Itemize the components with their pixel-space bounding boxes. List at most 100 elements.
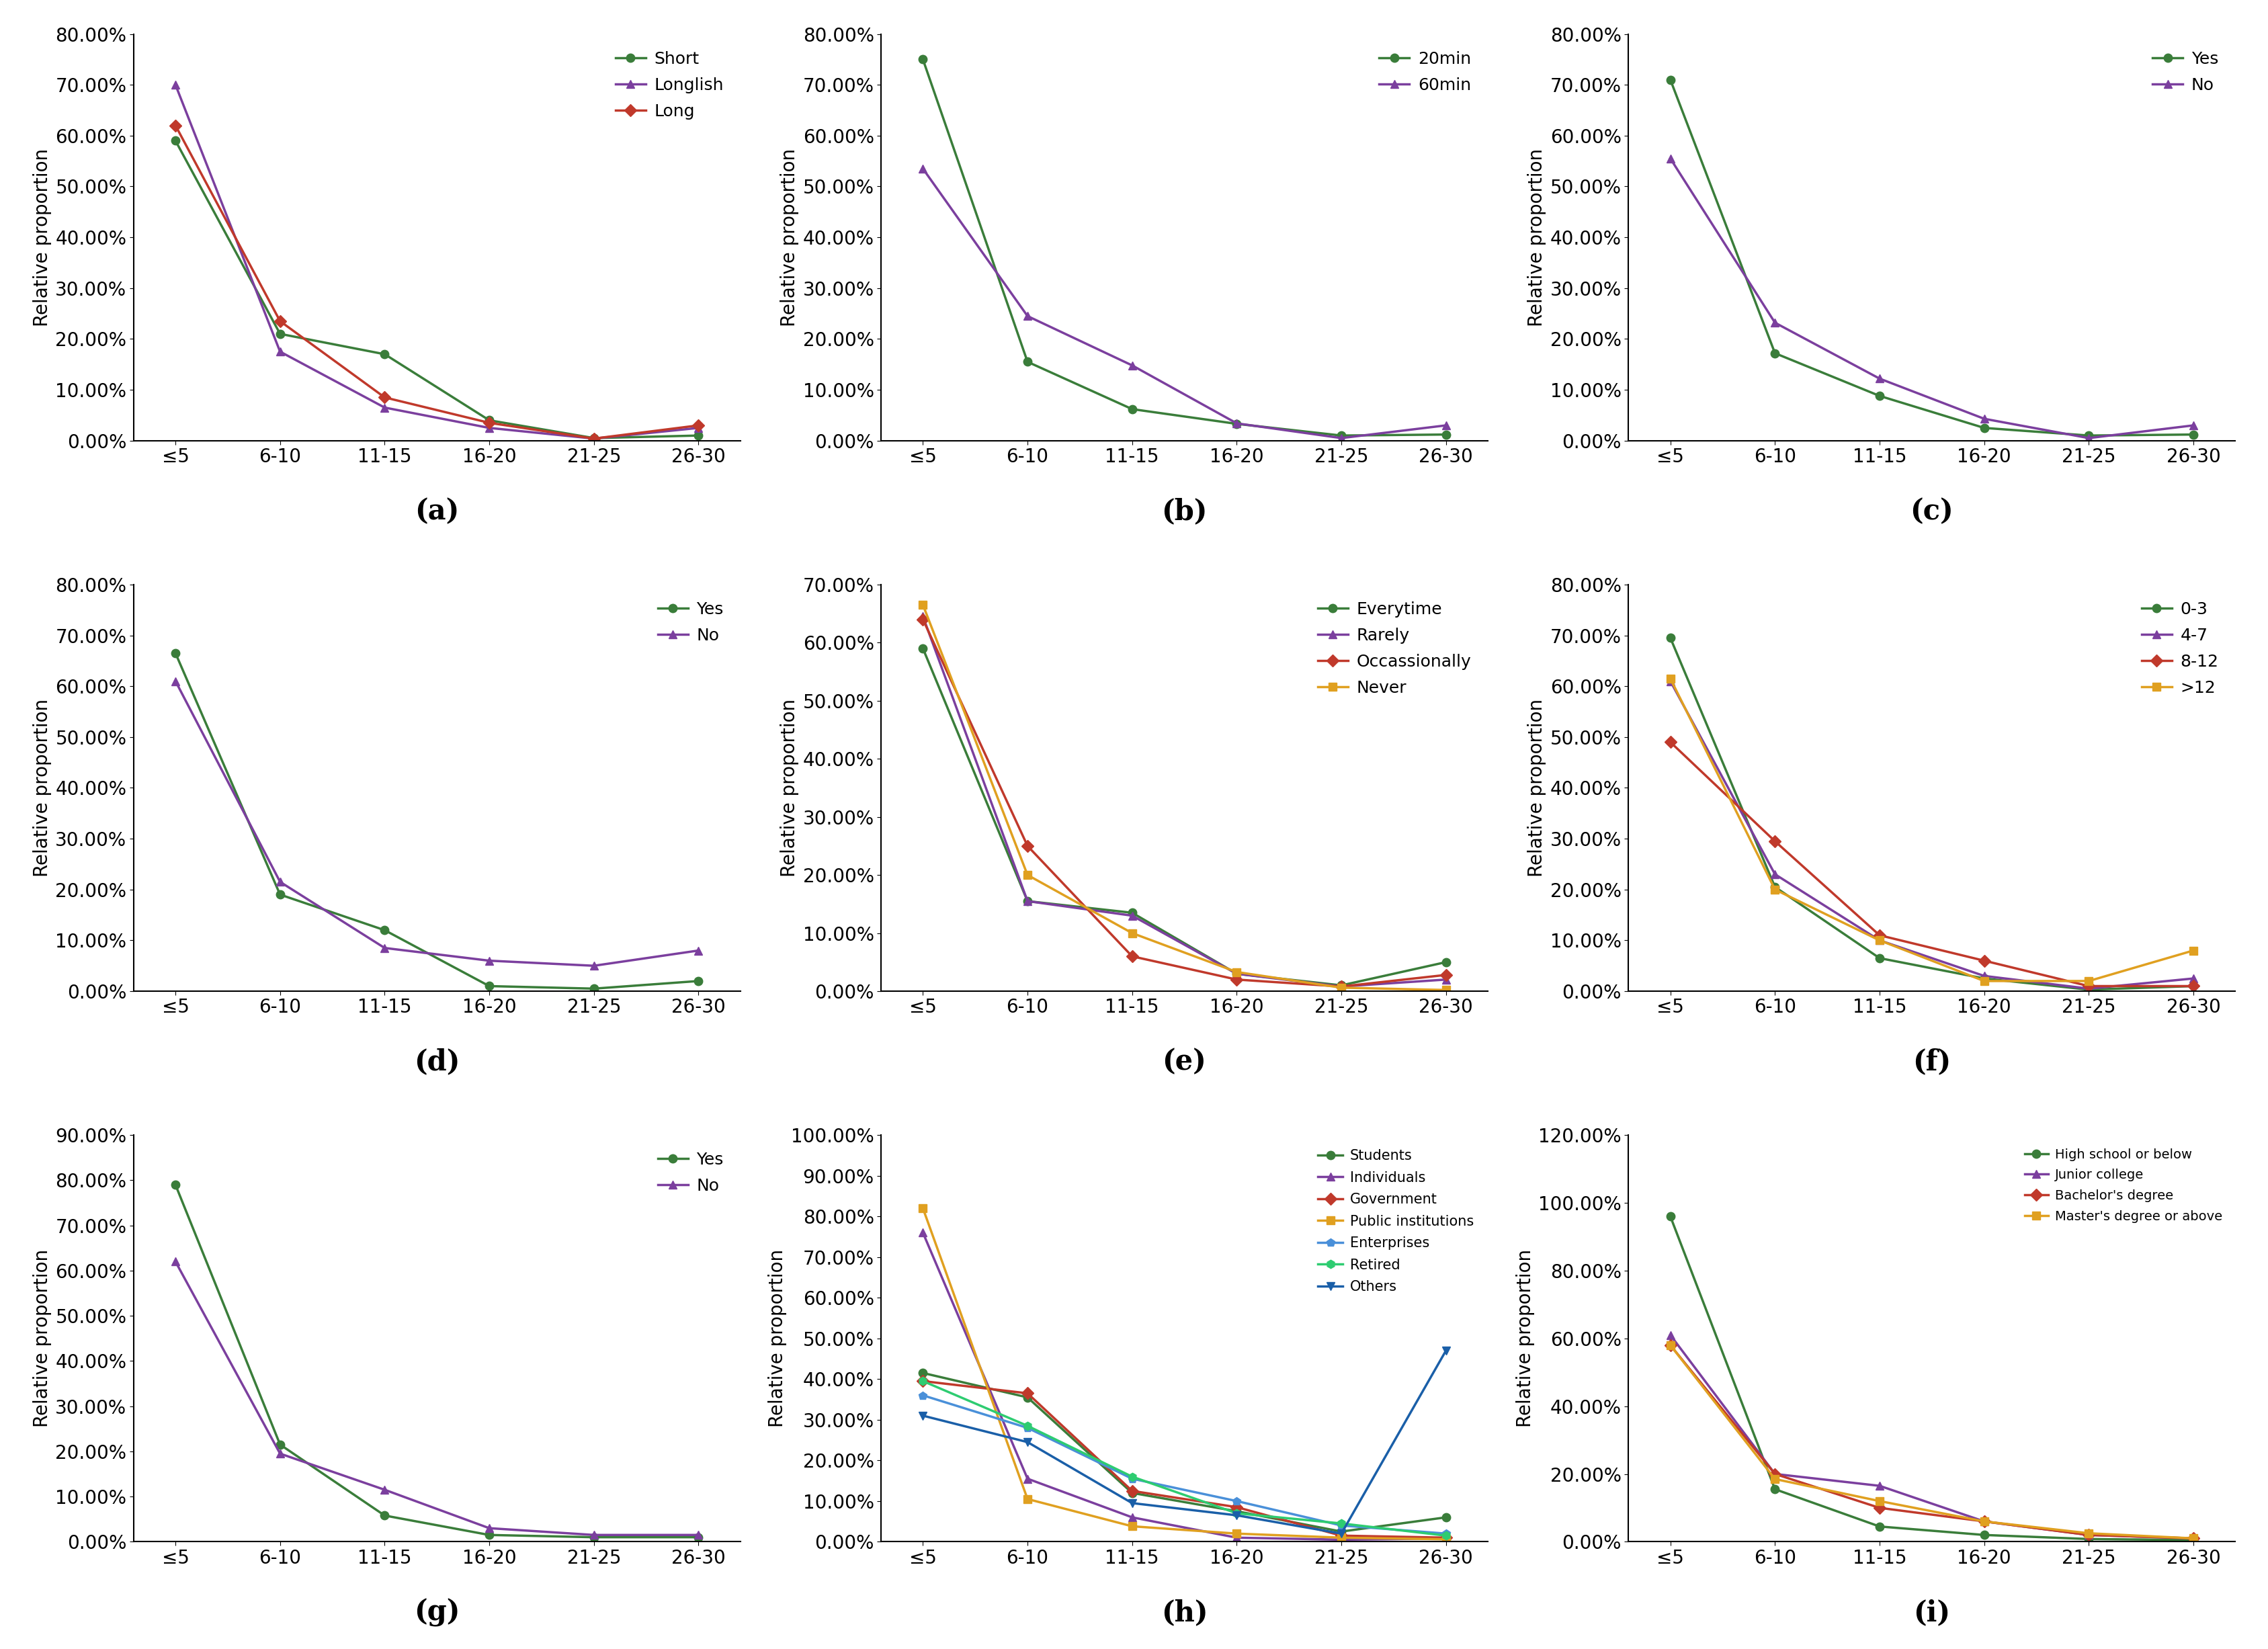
No: [2180, 416, 2207, 435]
0-3: [1867, 948, 1894, 968]
Short: [161, 130, 188, 150]
4-7: [1971, 966, 1998, 986]
Y-axis label: Relative proportion: Relative proportion: [769, 1250, 787, 1428]
Line: Yes: Yes: [172, 650, 703, 993]
Enterprises: [1433, 1524, 1461, 1543]
Government: [1433, 1527, 1461, 1547]
Y-axis label: Relative proportion: Relative proportion: [1529, 699, 1547, 877]
Long: [265, 312, 293, 331]
>12: [1656, 668, 1683, 688]
Line: >12: >12: [1667, 674, 2198, 984]
Enterprises: [1014, 1418, 1041, 1438]
Line: Everytime: Everytime: [919, 645, 1449, 989]
Text: (h): (h): [1161, 1598, 1209, 1628]
Students: [1433, 1507, 1461, 1527]
Yes: [685, 971, 712, 991]
20min: [1222, 414, 1250, 434]
High school or below: [1867, 1517, 1894, 1537]
Line: 20min: 20min: [919, 54, 1449, 440]
Occassionally: [909, 610, 937, 630]
Yes: [265, 886, 293, 905]
Longlish: [476, 417, 503, 437]
8-12: [1656, 732, 1683, 752]
Yes: [476, 976, 503, 996]
Never: [1118, 923, 1145, 943]
Text: (g): (g): [415, 1598, 460, 1628]
Retired: [1433, 1525, 1461, 1545]
Legend: 20min, 60min: 20min, 60min: [1370, 43, 1479, 102]
Text: (d): (d): [415, 1049, 460, 1077]
Individuals: [1327, 1530, 1354, 1550]
Public institutions: [1014, 1489, 1041, 1509]
Retired: [1327, 1514, 1354, 1534]
Enterprises: [1327, 1515, 1354, 1535]
Text: (a): (a): [415, 498, 460, 526]
Public institutions: [909, 1199, 937, 1219]
Bachelor's degree: [1762, 1464, 1789, 1484]
No: [685, 940, 712, 960]
0-3: [2075, 980, 2102, 999]
4-7: [1867, 930, 1894, 950]
Longlish: [685, 417, 712, 437]
Bachelor's degree: [2075, 1525, 2102, 1545]
Yes: [1762, 343, 1789, 363]
4-7: [1656, 671, 1683, 691]
Line: Rarely: Rarely: [919, 612, 1449, 991]
60min: [1327, 429, 1354, 449]
Rarely: [1327, 976, 1354, 996]
Long: [161, 115, 188, 135]
Yes: [2180, 425, 2207, 445]
Line: Individuals: Individuals: [919, 1229, 1449, 1543]
20min: [1327, 425, 1354, 445]
Yes: [372, 920, 399, 940]
No: [685, 1525, 712, 1545]
0-3: [1971, 968, 1998, 988]
Bachelor's degree: [1867, 1497, 1894, 1517]
Occassionally: [1118, 947, 1145, 966]
Others: [909, 1407, 937, 1426]
Longlish: [161, 74, 188, 94]
Legend: High school or below, Junior college, Bachelor's degree, Master's degree or abov: High school or below, Junior college, Ba…: [2019, 1141, 2229, 1229]
Line: 0-3: 0-3: [1667, 633, 2198, 994]
No: [265, 1445, 293, 1464]
Line: No: No: [1667, 155, 2198, 442]
60min: [1433, 416, 1461, 435]
Yes: [161, 1174, 188, 1194]
60min: [1222, 414, 1250, 434]
8-12: [2180, 976, 2207, 996]
Public institutions: [1327, 1527, 1354, 1547]
Legend: Yes, No: Yes, No: [2143, 43, 2227, 102]
Long: [372, 388, 399, 407]
>12: [1762, 879, 1789, 899]
Individuals: [909, 1224, 937, 1243]
Legend: Everytime, Rarely, Occassionally, Never: Everytime, Rarely, Occassionally, Never: [1309, 594, 1479, 704]
Students: [1118, 1482, 1145, 1502]
Yes: [372, 1506, 399, 1525]
No: [161, 1252, 188, 1271]
Yes: [581, 1527, 608, 1547]
Yes: [1971, 417, 1998, 437]
Yes: [1656, 69, 1683, 89]
Bachelor's degree: [1656, 1336, 1683, 1355]
High school or below: [2075, 1529, 2102, 1548]
60min: [1014, 307, 1041, 327]
Rarely: [1118, 905, 1145, 925]
Line: No: No: [172, 676, 703, 970]
Text: (c): (c): [1910, 498, 1953, 526]
Others: [1014, 1433, 1041, 1453]
Line: Enterprises: Enterprises: [919, 1392, 1449, 1539]
Y-axis label: Relative proportion: Relative proportion: [1515, 1250, 1535, 1428]
>12: [1971, 971, 1998, 991]
>12: [2180, 940, 2207, 960]
Line: Bachelor's degree: Bachelor's degree: [1667, 1341, 2198, 1542]
Students: [1222, 1501, 1250, 1520]
Everytime: [1327, 976, 1354, 996]
Y-axis label: Relative proportion: Relative proportion: [32, 1250, 52, 1428]
Line: Junior college: Junior college: [1667, 1331, 2198, 1542]
Line: 60min: 60min: [919, 165, 1449, 442]
Others: [1433, 1341, 1461, 1360]
Never: [909, 595, 937, 615]
No: [161, 671, 188, 691]
Rarely: [1433, 970, 1461, 989]
Line: Long: Long: [172, 122, 703, 444]
